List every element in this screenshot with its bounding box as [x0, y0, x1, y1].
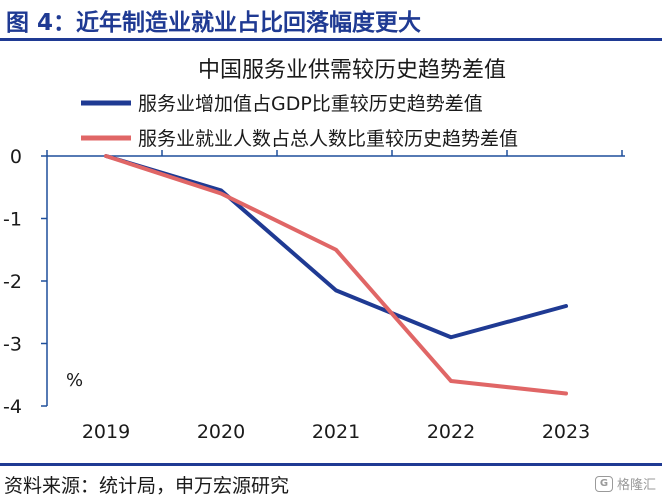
- y-tick-label: -1: [3, 209, 22, 231]
- watermark-logo-icon: G: [595, 476, 613, 492]
- watermark-text: 格隆汇: [617, 474, 656, 493]
- legend-label-2: 服务业就业人数占总人数比重较历史趋势差值: [138, 128, 518, 150]
- line-chart: 中国服务业供需较历史趋势差值 服务业增加值占GDP比重较历史趋势差值服务业就业人…: [0, 0, 662, 463]
- y-tick-label: 0: [10, 146, 22, 168]
- x-tick-label: 2023: [542, 421, 590, 443]
- x-tick-label: 2020: [197, 421, 245, 443]
- y-tick-label: -3: [3, 334, 22, 356]
- x-tick-label: 2021: [312, 421, 360, 443]
- figure-footer: 资料来源：统计局，申万宏源研究 G 格隆汇: [0, 463, 662, 502]
- x-tick-label: 2019: [82, 421, 130, 443]
- x-tick-label: 2022: [427, 421, 475, 443]
- series-line-1: [106, 156, 566, 337]
- y-tick-label: -4: [3, 396, 22, 418]
- source-note: 资料来源：统计局，申万宏源研究: [4, 471, 289, 498]
- legend-label-1: 服务业增加值占GDP比重较历史趋势差值: [138, 93, 483, 115]
- y-unit-label: %: [66, 370, 83, 391]
- y-tick-label: -2: [3, 271, 22, 293]
- plot-area: 0 -1 -2 -3 -4 2019 2020 2021 2022 2023%: [3, 146, 625, 443]
- chart-title: 中国服务业供需较历史趋势差值: [198, 58, 506, 83]
- series-line-2: [106, 156, 566, 394]
- watermark: G 格隆汇: [595, 474, 656, 493]
